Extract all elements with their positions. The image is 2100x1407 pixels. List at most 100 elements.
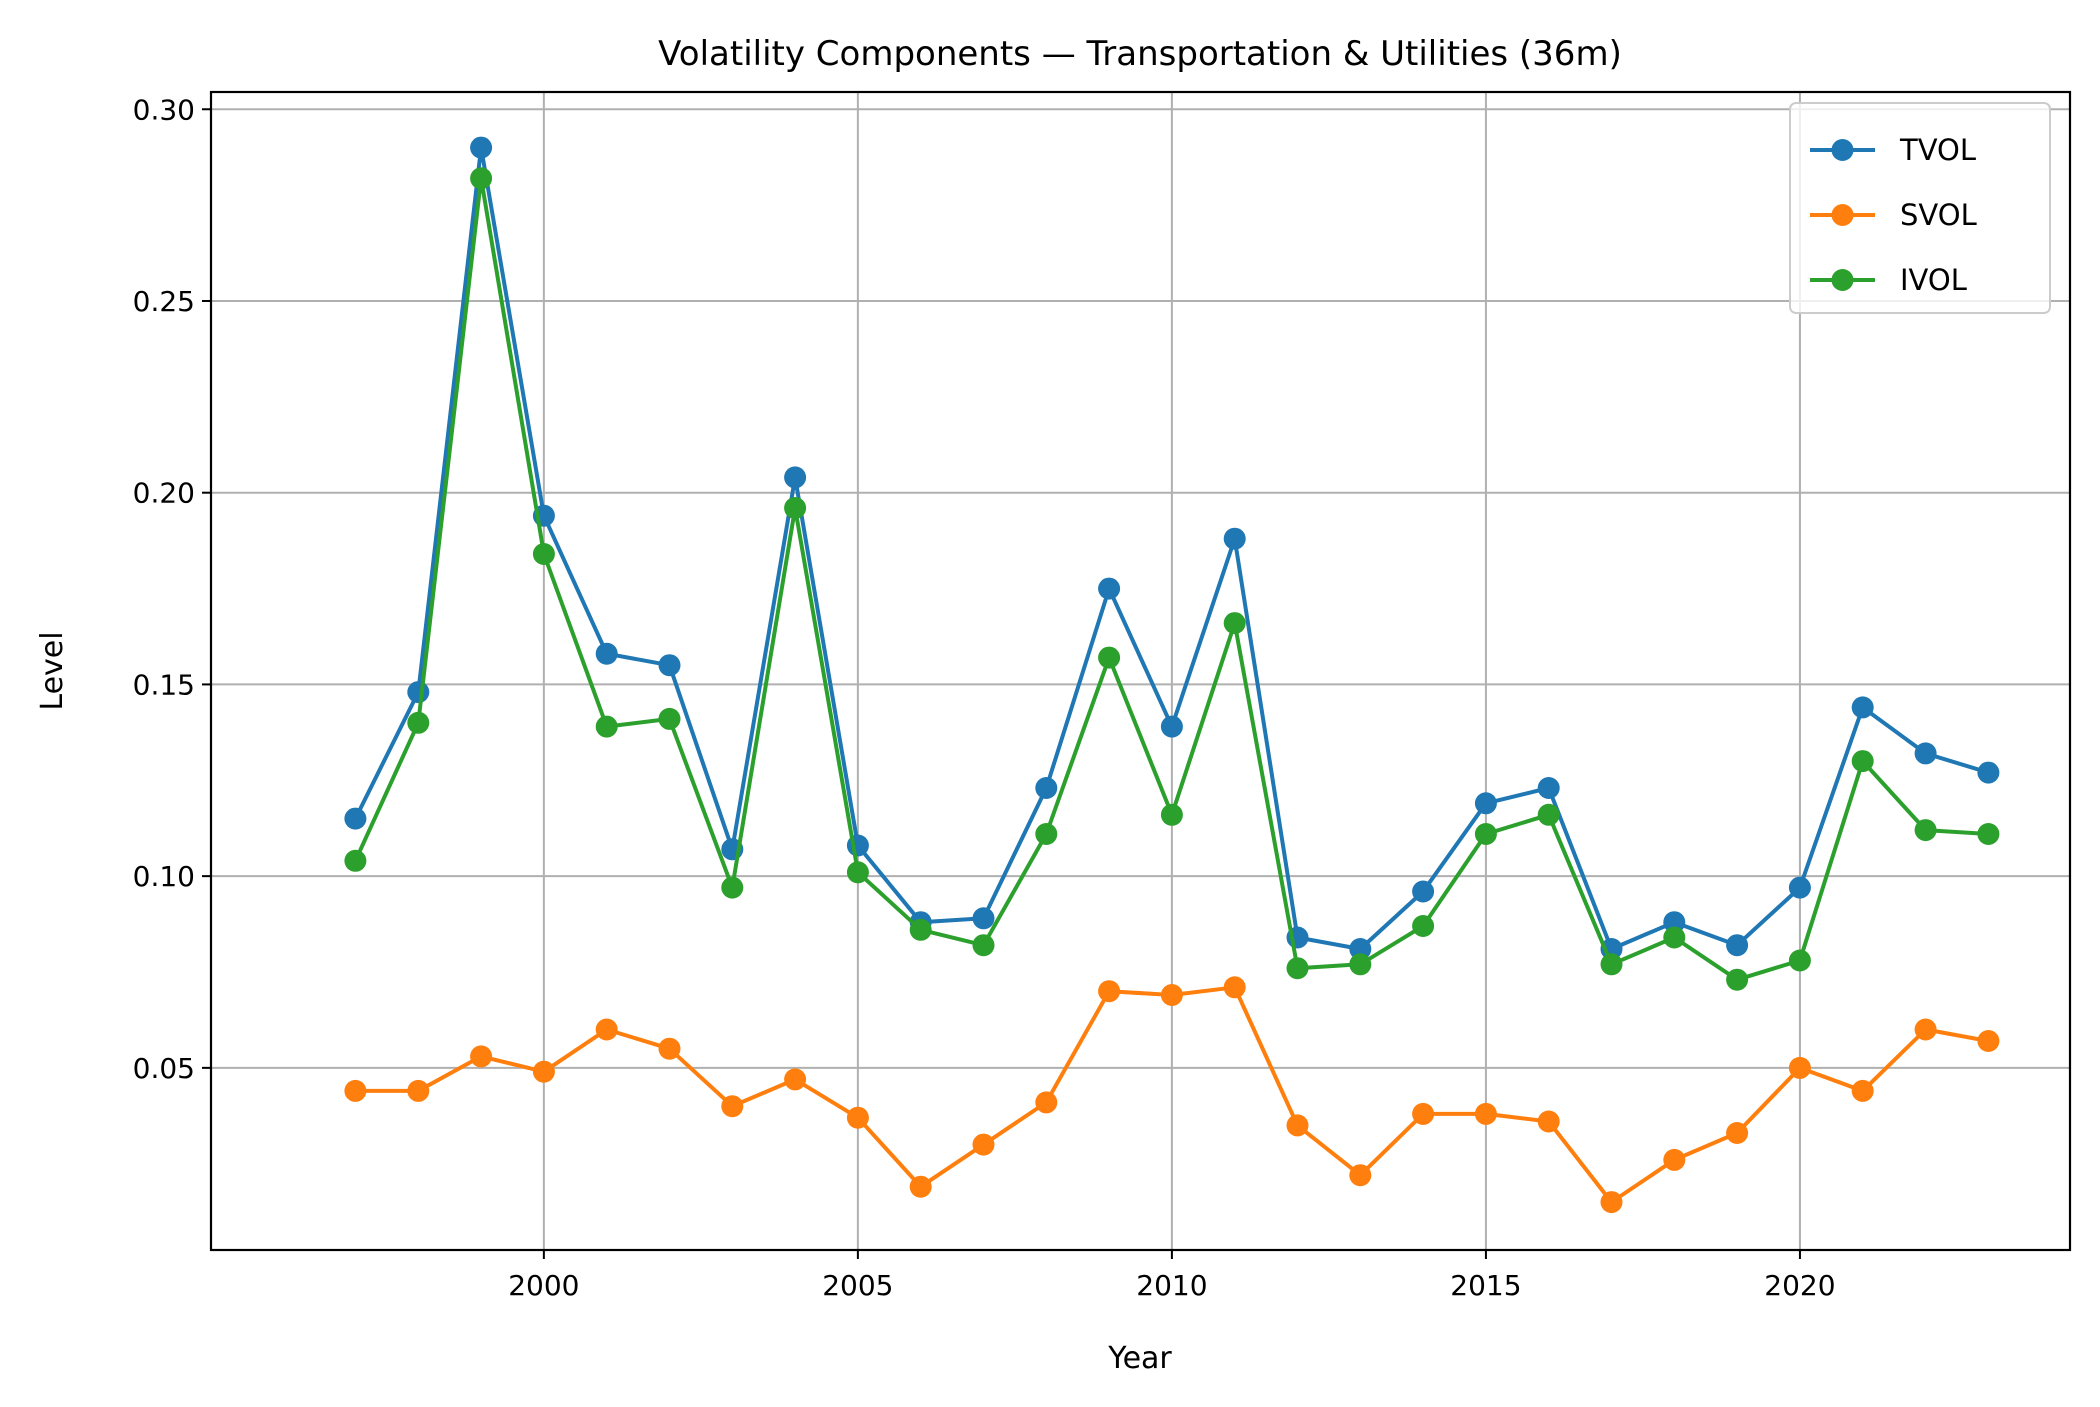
data-point bbox=[972, 1133, 995, 1156]
data-point bbox=[1726, 968, 1749, 991]
data-point bbox=[1600, 1191, 1623, 1214]
data-point bbox=[1663, 926, 1686, 949]
data-point bbox=[1349, 953, 1372, 976]
data-point bbox=[1349, 1164, 1372, 1187]
legend-item-ivol: IVOL bbox=[1810, 263, 1967, 297]
data-point bbox=[1788, 1056, 1811, 1079]
data-point bbox=[1726, 1122, 1749, 1144]
x-tick-label: 2015 bbox=[1450, 1269, 1521, 1302]
data-point bbox=[1098, 646, 1121, 669]
data-point bbox=[1914, 819, 1937, 842]
data-point bbox=[1726, 934, 1749, 957]
data-point bbox=[1223, 612, 1246, 635]
data-point bbox=[407, 711, 430, 734]
data-point bbox=[1537, 803, 1560, 826]
data-point bbox=[846, 1106, 869, 1129]
data-point bbox=[1914, 1018, 1937, 1041]
data-point bbox=[1223, 976, 1246, 999]
data-point bbox=[1412, 880, 1435, 903]
data-point bbox=[658, 654, 681, 677]
data-point bbox=[1098, 980, 1121, 1003]
data-point bbox=[658, 707, 681, 730]
data-point bbox=[595, 642, 618, 665]
y-tick-label: 0.30 bbox=[133, 93, 195, 126]
data-point bbox=[972, 907, 995, 930]
data-point bbox=[1223, 527, 1246, 550]
data-point bbox=[1098, 577, 1121, 600]
data-point bbox=[595, 1018, 618, 1041]
x-tick-label: 2000 bbox=[508, 1269, 579, 1302]
data-point bbox=[1412, 915, 1435, 937]
y-tick-label: 0.25 bbox=[133, 285, 195, 318]
data-point bbox=[344, 1079, 367, 1102]
y-tick-label: 0.15 bbox=[133, 668, 195, 701]
data-point bbox=[784, 497, 807, 519]
data-point bbox=[846, 861, 869, 884]
legend-label: TVOL bbox=[1899, 133, 1976, 167]
data-point bbox=[972, 934, 995, 957]
data-point bbox=[658, 1037, 681, 1060]
data-point bbox=[1977, 1030, 2000, 1052]
data-point bbox=[721, 1095, 744, 1118]
data-point bbox=[1474, 792, 1497, 815]
data-point bbox=[532, 543, 555, 565]
data-point bbox=[1977, 823, 2000, 845]
data-point bbox=[1474, 823, 1497, 845]
data-point bbox=[407, 681, 430, 704]
data-point bbox=[1663, 1148, 1686, 1171]
data-point bbox=[784, 1068, 807, 1091]
legend-marker bbox=[1831, 139, 1854, 161]
data-point bbox=[344, 849, 367, 872]
legend-label: IVOL bbox=[1900, 263, 1967, 297]
plot-frame bbox=[209, 90, 2072, 1252]
series-svol bbox=[344, 976, 2000, 1214]
series-layer bbox=[344, 136, 2000, 1214]
data-point bbox=[1914, 742, 1937, 765]
data-point bbox=[1537, 777, 1560, 799]
data-point bbox=[1286, 957, 1309, 980]
data-point bbox=[532, 1060, 555, 1083]
data-point bbox=[1788, 876, 1811, 899]
data-point bbox=[1851, 750, 1874, 773]
data-point bbox=[1412, 1102, 1435, 1125]
data-point bbox=[1286, 1114, 1309, 1137]
data-point bbox=[1160, 984, 1183, 1006]
y-tick-label: 0.20 bbox=[133, 477, 195, 510]
data-point bbox=[721, 876, 744, 899]
data-point bbox=[1851, 1079, 1874, 1102]
legend-item-svol: SVOL bbox=[1810, 198, 1977, 232]
data-point bbox=[909, 918, 932, 941]
legend-marker bbox=[1831, 204, 1854, 226]
y-tick-label: 0.10 bbox=[133, 860, 195, 893]
data-point bbox=[1035, 1091, 1058, 1114]
y-tick-label: 0.05 bbox=[133, 1052, 195, 1085]
legend-item-tvol: TVOL bbox=[1810, 133, 1976, 167]
data-point bbox=[407, 1079, 430, 1102]
data-point bbox=[470, 1045, 493, 1068]
series-ivol bbox=[344, 167, 2000, 991]
data-point bbox=[470, 136, 493, 159]
chart-title: Volatility Components — Transportation &… bbox=[658, 34, 1622, 74]
data-point bbox=[595, 715, 618, 738]
data-point bbox=[1160, 803, 1183, 826]
legend-marker bbox=[1831, 269, 1854, 291]
data-point bbox=[1349, 938, 1372, 960]
data-point bbox=[1600, 953, 1623, 976]
legend-label: SVOL bbox=[1900, 198, 1977, 232]
x-tick-label: 2010 bbox=[1136, 1269, 1207, 1302]
data-point bbox=[909, 1175, 932, 1198]
legend: TVOL SVOL IVOL bbox=[1789, 102, 2051, 314]
data-point bbox=[1035, 823, 1058, 845]
data-point bbox=[1160, 715, 1183, 738]
y-axis-label: Level bbox=[35, 631, 70, 710]
x-tick-label: 2005 bbox=[822, 1269, 893, 1302]
data-point bbox=[1851, 696, 1874, 719]
data-point bbox=[1977, 761, 2000, 784]
data-point bbox=[1474, 1102, 1497, 1125]
data-point bbox=[1663, 911, 1686, 934]
data-point bbox=[344, 807, 367, 830]
data-point bbox=[784, 466, 807, 489]
data-point bbox=[1035, 777, 1058, 799]
legend-box bbox=[1789, 102, 2051, 314]
